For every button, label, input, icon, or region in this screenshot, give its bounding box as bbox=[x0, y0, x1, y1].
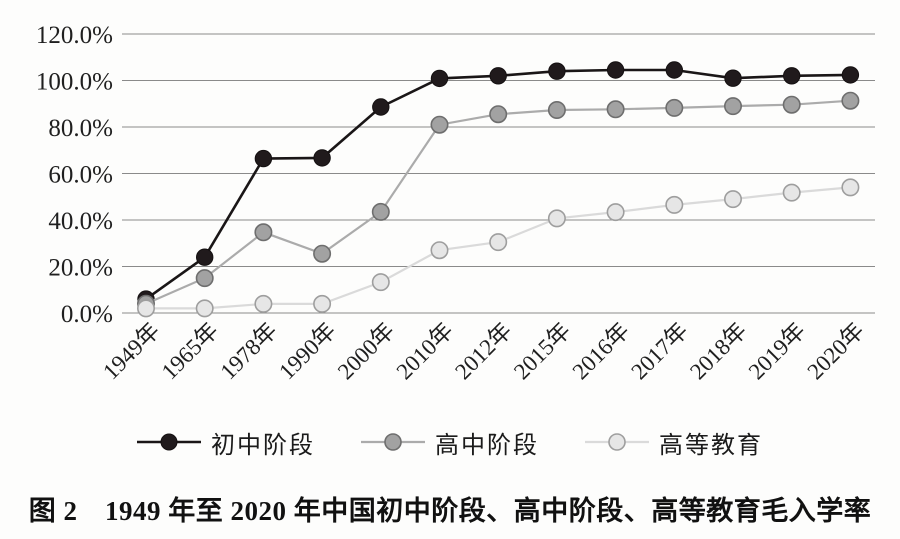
data-point-marker bbox=[489, 105, 508, 124]
data-point-marker bbox=[783, 67, 801, 85]
data-point-marker bbox=[254, 294, 273, 313]
legend-item-label: 高等教育 bbox=[659, 432, 763, 459]
x-tick-label: 2018年 bbox=[685, 318, 751, 384]
data-point-marker bbox=[606, 100, 625, 119]
legend-item-label: 初中阶段 bbox=[211, 432, 315, 459]
y-tick-label: 60.0% bbox=[48, 162, 113, 189]
data-point-marker bbox=[371, 273, 390, 292]
data-point-marker bbox=[489, 67, 507, 85]
y-tick-label: 120.0% bbox=[36, 22, 113, 49]
data-point-marker bbox=[372, 98, 390, 116]
x-tick-label: 2019年 bbox=[744, 318, 810, 384]
data-point-marker bbox=[841, 66, 860, 84]
data-point-marker bbox=[313, 244, 332, 263]
y-tick-label: 40.0% bbox=[48, 208, 113, 235]
data-point-marker bbox=[665, 195, 684, 214]
x-tick-label: 1965年 bbox=[157, 318, 223, 384]
data-point-marker bbox=[723, 190, 742, 209]
data-point-marker bbox=[430, 241, 449, 260]
data-point-marker bbox=[841, 178, 860, 197]
enrollment-line-chart: 0.0%20.0%40.0%60.0%80.0%100.0%120.0%1949… bbox=[36, 22, 875, 384]
data-point-marker bbox=[196, 248, 214, 266]
data-point-marker bbox=[723, 97, 742, 116]
series-line-1 bbox=[145, 99, 851, 305]
x-tick-label: 2010年 bbox=[392, 318, 458, 384]
data-point-marker bbox=[430, 69, 449, 88]
series-line-0 bbox=[145, 68, 851, 301]
data-point-marker bbox=[195, 299, 214, 318]
x-tick-label: 2012年 bbox=[450, 318, 516, 384]
data-point-marker bbox=[841, 91, 860, 110]
x-tick-label: 2015年 bbox=[509, 318, 575, 384]
data-point-marker bbox=[606, 203, 625, 222]
legend-item-1: 高中阶段 bbox=[361, 425, 539, 460]
data-point-marker bbox=[137, 299, 156, 318]
y-tick-label: 0.0% bbox=[61, 301, 113, 328]
x-tick-label: 1990年 bbox=[274, 318, 340, 384]
x-tick-label: 2000年 bbox=[333, 318, 399, 384]
x-tick-label: 2020年 bbox=[802, 318, 868, 384]
y-tick-label: 100.0% bbox=[36, 69, 113, 96]
legend-marker-icon bbox=[137, 433, 201, 451]
data-point-marker bbox=[547, 209, 566, 228]
data-point-marker bbox=[606, 61, 625, 79]
x-tick-label: 2017年 bbox=[626, 318, 692, 384]
legend-item-label: 高中阶段 bbox=[435, 432, 539, 459]
data-point-marker bbox=[782, 95, 801, 114]
legend-item-2: 高等教育 bbox=[585, 425, 763, 460]
legend-item-0: 初中阶段 bbox=[137, 425, 315, 460]
data-point-marker bbox=[313, 149, 331, 167]
figure-caption: 图 2 1949 年至 2020 年中国初中阶段、高中阶段、高等教育毛入学率 bbox=[28, 496, 872, 526]
data-point-marker bbox=[254, 149, 273, 168]
data-point-marker bbox=[724, 69, 742, 87]
data-point-marker bbox=[665, 98, 684, 117]
data-point-marker bbox=[489, 233, 508, 252]
data-point-marker bbox=[548, 62, 566, 80]
data-point-marker bbox=[254, 223, 273, 242]
x-tick-label: 2016年 bbox=[568, 318, 634, 384]
chart-legend: 初中阶段 高中阶段 高等教育 bbox=[0, 421, 900, 463]
data-point-marker bbox=[547, 101, 566, 120]
legend-marker-icon bbox=[585, 433, 649, 451]
y-tick-label: 20.0% bbox=[48, 255, 113, 282]
data-point-marker bbox=[782, 183, 801, 202]
data-point-marker bbox=[665, 61, 683, 79]
data-point-marker bbox=[195, 269, 214, 288]
data-point-marker bbox=[313, 294, 332, 313]
legend-marker-icon bbox=[361, 433, 425, 451]
data-point-marker bbox=[430, 115, 449, 134]
data-point-marker bbox=[371, 202, 390, 221]
x-tick-label: 1978年 bbox=[215, 318, 281, 384]
y-tick-label: 80.0% bbox=[48, 115, 113, 142]
